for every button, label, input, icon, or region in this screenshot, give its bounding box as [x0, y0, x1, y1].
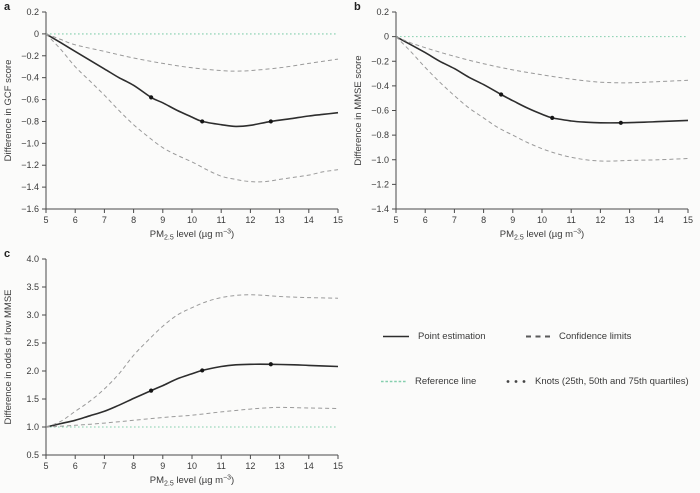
- svg-text:8: 8: [131, 215, 136, 225]
- panel-c: c 4.0 3.5 3.0 2.5 2.0 1.5 1.0 0.5 5 6 7 8 9 10 11 12 13 1…: [0, 247, 350, 493]
- svg-text:10: 10: [537, 215, 547, 225]
- svg-text:−0.4: −0.4: [21, 73, 39, 83]
- svg-text:10: 10: [187, 461, 197, 471]
- svg-text:−1.2: −1.2: [21, 160, 39, 170]
- panel-b: b 0.2 0 −0.2 −0.4 −0.6 −0.8 −1.0 −1.2 −1.4 5 6 7 8 9 1…: [350, 0, 700, 247]
- legend-label-reference-line: Reference line: [415, 376, 477, 387]
- reference-line-icon: [381, 380, 406, 383]
- legend-label-knots: Knots (25th, 50th and 75th quartiles): [535, 376, 689, 387]
- svg-text:0: 0: [34, 29, 39, 39]
- svg-text:−1.4: −1.4: [371, 204, 389, 214]
- svg-text:1.5: 1.5: [26, 394, 39, 404]
- legend-item-knots: Knots (25th, 50th and 75th quartiles): [505, 376, 689, 387]
- svg-text:7: 7: [102, 461, 107, 471]
- svg-text:−1.0: −1.0: [371, 155, 389, 165]
- svg-text:0: 0: [384, 32, 389, 42]
- legend-label-confidence-limits: Confidence limits: [559, 331, 632, 342]
- panel-b-letter: b: [354, 1, 361, 13]
- svg-text:PM2.5 level (µg m−3): PM2.5 level (µg m−3): [500, 229, 584, 242]
- svg-text:−1.6: −1.6: [21, 204, 39, 214]
- svg-text:3.5: 3.5: [26, 282, 39, 292]
- svg-text:13: 13: [275, 461, 285, 471]
- svg-text:11: 11: [567, 215, 576, 225]
- svg-text:−1.0: −1.0: [21, 138, 39, 148]
- svg-text:7: 7: [102, 215, 107, 225]
- legend-item-confidence-limits: Confidence limits: [525, 331, 631, 342]
- svg-text:13: 13: [275, 215, 285, 225]
- svg-text:0.2: 0.2: [376, 7, 389, 17]
- svg-text:14: 14: [654, 215, 664, 225]
- legend: Point estimation Confidence limits Refer…: [350, 247, 700, 493]
- svg-text:5: 5: [393, 215, 398, 225]
- svg-text:6: 6: [73, 215, 78, 225]
- svg-text:7: 7: [452, 215, 457, 225]
- legend-label-point-estimation: Point estimation: [418, 331, 486, 342]
- panel-c-chart: 4.0 3.5 3.0 2.5 2.0 1.5 1.0 0.5 5 6 7 8 9 10 11 12 13 14 1…: [3, 254, 343, 488]
- svg-text:10: 10: [187, 215, 197, 225]
- svg-text:15: 15: [333, 461, 343, 471]
- svg-text:14: 14: [304, 215, 314, 225]
- svg-text:3.0: 3.0: [26, 310, 39, 320]
- svg-text:12: 12: [245, 461, 255, 471]
- svg-text:−1.2: −1.2: [371, 179, 389, 189]
- svg-text:11: 11: [217, 461, 226, 471]
- svg-text:9: 9: [160, 215, 165, 225]
- svg-text:12: 12: [245, 215, 255, 225]
- svg-text:−0.8: −0.8: [21, 116, 39, 126]
- svg-text:6: 6: [423, 215, 428, 225]
- svg-text:0.2: 0.2: [26, 7, 39, 17]
- svg-text:12: 12: [595, 215, 605, 225]
- svg-text:5: 5: [43, 215, 48, 225]
- svg-text:8: 8: [131, 461, 136, 471]
- svg-text:Difference in GCF score: Difference in GCF score: [3, 60, 14, 162]
- svg-text:−1.4: −1.4: [21, 182, 39, 192]
- svg-text:PM2.5 level (µg m−3): PM2.5 level (µg m−3): [150, 229, 234, 242]
- svg-text:−0.4: −0.4: [371, 81, 389, 91]
- svg-text:−0.2: −0.2: [21, 51, 39, 61]
- dashed-line-icon: [526, 335, 550, 338]
- svg-text:1.0: 1.0: [26, 422, 39, 432]
- panel-a-letter: a: [4, 1, 11, 13]
- svg-text:Difference in odds of low MMSE: Difference in odds of low MMSE: [3, 290, 14, 425]
- svg-text:PM2.5 level (µg m−3): PM2.5 level (µg m−3): [150, 475, 234, 488]
- svg-text:6: 6: [73, 461, 78, 471]
- svg-text:−0.6: −0.6: [21, 95, 39, 105]
- svg-text:−0.2: −0.2: [371, 56, 389, 66]
- svg-text:2.0: 2.0: [26, 366, 39, 376]
- svg-text:2.5: 2.5: [26, 338, 39, 348]
- svg-text:−0.8: −0.8: [371, 130, 389, 140]
- legend-item-point-estimation: Point estimation: [382, 331, 486, 342]
- panel-a-chart: 0.2 0 −0.2 −0.4 −0.6 −0.8 −1.0 −1.2 −1.4 −1.6 5 6 7 8…: [3, 7, 343, 242]
- panel-a: a 0.2 0 −0.2 −0.4 −0.6 −0.8 −1.0 −1.2 −1.4 −1.6 5 6…: [0, 0, 350, 247]
- svg-text:5: 5: [43, 461, 48, 471]
- svg-text:0.5: 0.5: [26, 450, 39, 460]
- svg-text:15: 15: [683, 215, 693, 225]
- svg-text:9: 9: [160, 461, 165, 471]
- legend-item-reference-line: Reference line: [380, 376, 476, 387]
- solid-line-icon: [383, 335, 409, 338]
- knots-dots-icon: [506, 380, 526, 383]
- svg-text:15: 15: [333, 215, 343, 225]
- panel-c-letter: c: [4, 248, 11, 260]
- panel-b-chart: 0.2 0 −0.2 −0.4 −0.6 −0.8 −1.0 −1.2 −1.4 5 6 7 8 9 10 1…: [353, 7, 693, 242]
- svg-text:14: 14: [304, 461, 314, 471]
- svg-text:11: 11: [217, 215, 226, 225]
- svg-text:4.0: 4.0: [26, 254, 39, 264]
- svg-text:8: 8: [481, 215, 486, 225]
- svg-text:9: 9: [510, 215, 515, 225]
- svg-text:13: 13: [625, 215, 635, 225]
- svg-text:−0.6: −0.6: [371, 106, 389, 116]
- svg-text:Difference in MMSE score: Difference in MMSE score: [353, 55, 364, 165]
